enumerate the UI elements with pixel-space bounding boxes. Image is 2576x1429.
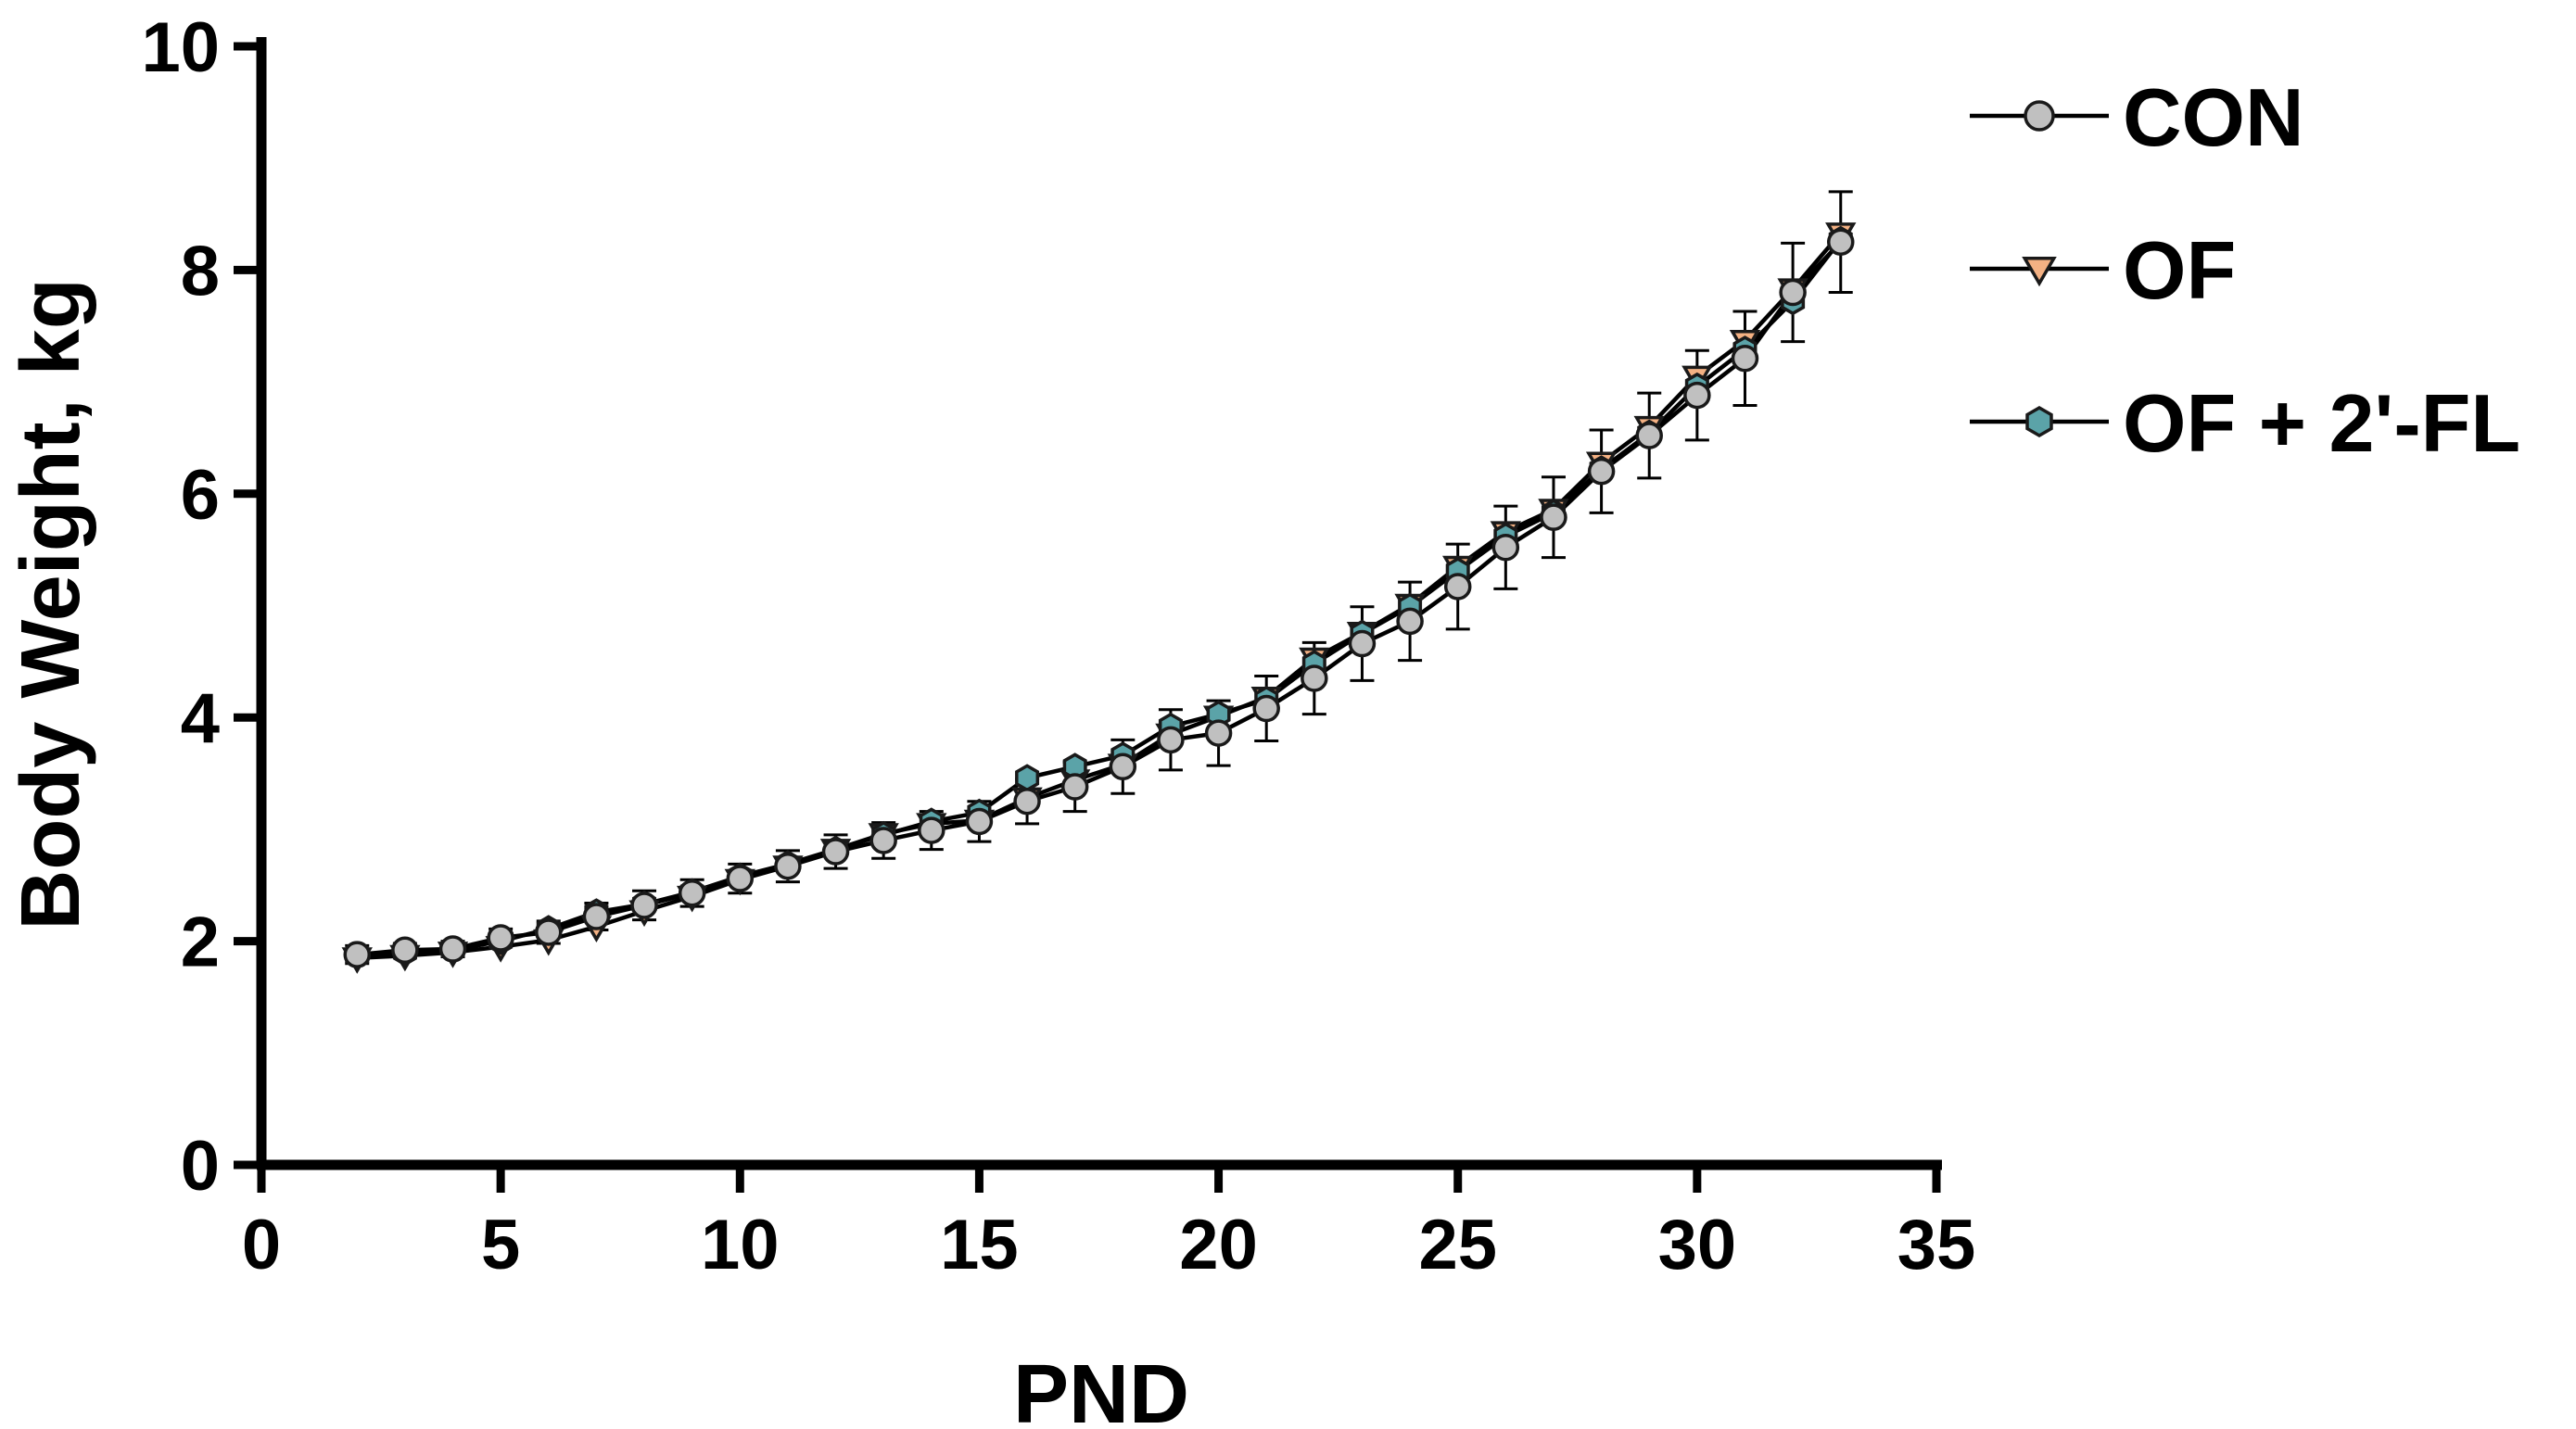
ticks: 0 5 10 15 20 25 30 35 0 2 4 6 8 10 — [141, 8, 1975, 1284]
data-point — [1635, 422, 1663, 449]
legend-item: OF — [1970, 224, 2236, 316]
y-tick-label: 10 — [141, 8, 220, 87]
data-point — [678, 879, 706, 907]
data-point — [438, 935, 467, 963]
data-point — [965, 807, 994, 836]
series-line — [357, 240, 1843, 957]
x-tick-label: 20 — [1179, 1206, 1258, 1284]
legend-marker — [2022, 257, 2057, 287]
y-tick-label: 4 — [181, 679, 220, 758]
y-axis-title: Body Weight, kg — [5, 278, 97, 929]
data-point — [918, 816, 945, 844]
x-tick-label: 25 — [1418, 1206, 1497, 1284]
data-point — [1826, 228, 1855, 256]
legend-marker — [2025, 405, 2053, 438]
x-tick-label: 0 — [242, 1206, 281, 1284]
series-line — [357, 238, 1843, 958]
data-point — [1301, 664, 1328, 692]
data-point — [487, 924, 514, 952]
data-point — [1348, 629, 1377, 658]
data-point — [869, 827, 897, 854]
legend-label: OF — [2123, 224, 2236, 316]
legend-item: CON — [1970, 71, 2304, 163]
data-point — [630, 892, 658, 919]
data-point — [535, 918, 563, 946]
series-markers — [341, 222, 1857, 974]
data-point — [1731, 345, 1759, 373]
legend-item: OF + 2'-FL — [1970, 377, 2520, 469]
y-tick-label: 6 — [181, 456, 220, 535]
data-point — [1013, 787, 1041, 816]
data-point — [1252, 694, 1280, 723]
data-point — [1779, 278, 1807, 307]
error-bars — [345, 190, 1853, 966]
data-point — [1443, 573, 1472, 601]
data-point — [1683, 381, 1711, 410]
data-point — [582, 903, 611, 930]
data-point — [1587, 457, 1616, 486]
data-point — [821, 838, 850, 866]
x-tick-label: 35 — [1897, 1206, 1976, 1284]
y-tick-label: 2 — [181, 904, 220, 982]
data-point — [774, 852, 802, 880]
x-tick-label: 10 — [701, 1206, 780, 1284]
series-lines — [357, 232, 1843, 960]
legend-label: OF + 2'-FL — [2123, 377, 2520, 469]
data-point — [1540, 503, 1567, 531]
y-tick-label: 8 — [181, 232, 220, 310]
legend: CON OF OF + 2'-FL — [1970, 71, 2520, 469]
data-point — [1396, 607, 1424, 636]
x-tick-label: 30 — [1658, 1206, 1737, 1284]
data-point — [1109, 752, 1137, 781]
data-point — [343, 941, 372, 968]
data-point — [1491, 533, 1520, 562]
x-axis-title: PND — [1013, 1348, 1189, 1429]
legend-marker — [2024, 100, 2055, 132]
legend-label: CON — [2123, 71, 2304, 163]
data-point — [1060, 773, 1089, 801]
data-point — [1204, 719, 1233, 747]
data-point — [391, 936, 419, 965]
x-tick-label: 15 — [940, 1206, 1019, 1284]
axes — [256, 37, 1942, 1170]
data-point — [1157, 726, 1185, 754]
x-tick-label: 5 — [481, 1206, 520, 1284]
data-point — [1015, 764, 1040, 792]
series-line — [357, 232, 1843, 960]
data-point — [726, 865, 755, 892]
y-tick-label: 0 — [181, 1127, 220, 1206]
